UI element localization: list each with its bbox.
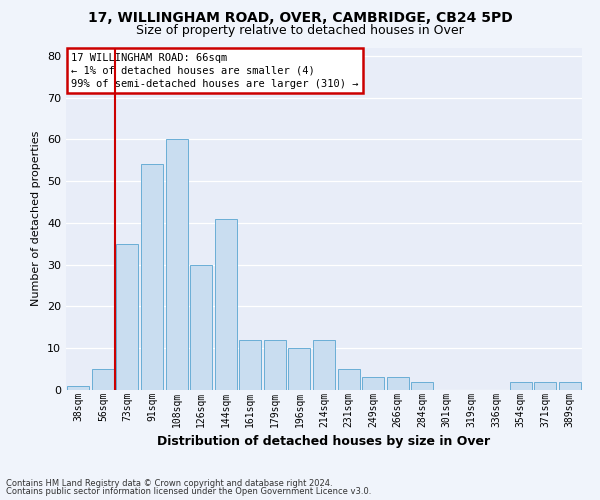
Text: Contains public sector information licensed under the Open Government Licence v3: Contains public sector information licen… — [6, 487, 371, 496]
Bar — [239, 340, 262, 390]
Bar — [264, 340, 286, 390]
Bar — [141, 164, 163, 390]
Bar — [362, 378, 384, 390]
Bar — [509, 382, 532, 390]
Bar — [289, 348, 310, 390]
Bar — [411, 382, 433, 390]
Text: Size of property relative to detached houses in Over: Size of property relative to detached ho… — [136, 24, 464, 37]
Bar — [313, 340, 335, 390]
Bar — [166, 140, 188, 390]
Bar — [116, 244, 139, 390]
Bar — [190, 264, 212, 390]
Y-axis label: Number of detached properties: Number of detached properties — [31, 131, 41, 306]
Bar — [559, 382, 581, 390]
Bar — [534, 382, 556, 390]
Bar — [386, 378, 409, 390]
X-axis label: Distribution of detached houses by size in Over: Distribution of detached houses by size … — [157, 435, 491, 448]
Bar — [215, 219, 237, 390]
Text: Contains HM Land Registry data © Crown copyright and database right 2024.: Contains HM Land Registry data © Crown c… — [6, 478, 332, 488]
Text: 17 WILLINGHAM ROAD: 66sqm
← 1% of detached houses are smaller (4)
99% of semi-de: 17 WILLINGHAM ROAD: 66sqm ← 1% of detach… — [71, 52, 359, 89]
Bar — [67, 386, 89, 390]
Bar — [338, 369, 359, 390]
Text: 17, WILLINGHAM ROAD, OVER, CAMBRIDGE, CB24 5PD: 17, WILLINGHAM ROAD, OVER, CAMBRIDGE, CB… — [88, 11, 512, 25]
Bar — [92, 369, 114, 390]
